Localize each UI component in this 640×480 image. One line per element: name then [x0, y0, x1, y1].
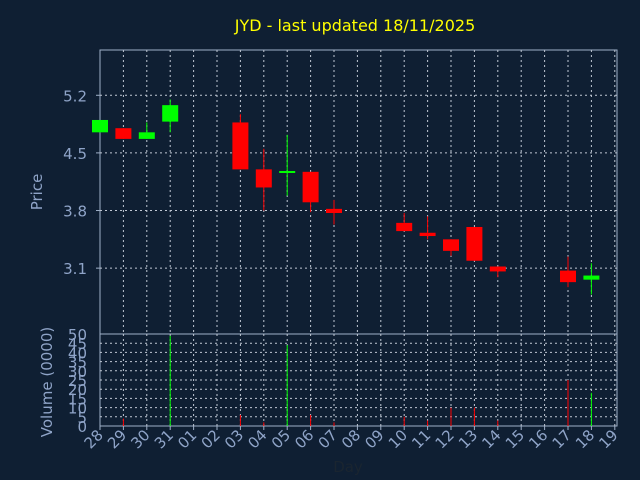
volume-tick-label: 40	[68, 344, 87, 362]
day-tick-label: 15	[502, 426, 528, 452]
price-tick-label: 3.8	[63, 203, 87, 221]
candle-28	[92, 119, 108, 133]
day-tick-label: 11	[408, 426, 434, 452]
price-grid	[100, 50, 617, 334]
candle-body	[138, 132, 155, 139]
candlestick-series	[92, 99, 600, 295]
candle-body	[560, 270, 576, 283]
day-tick-label: 07	[315, 426, 341, 452]
candle-body	[326, 208, 342, 213]
candle-07	[326, 199, 342, 225]
candle-body	[489, 266, 506, 272]
candle-03	[232, 114, 249, 170]
volume-tick-label: 5	[77, 409, 87, 427]
day-tick-label: 17	[549, 426, 575, 452]
candle-13	[466, 226, 483, 261]
candle-body	[396, 222, 413, 232]
price-tick-label: 3.1	[63, 260, 87, 278]
candle-30	[138, 122, 155, 139]
volume-series	[122, 335, 592, 426]
volume-tick-label: 15	[68, 390, 87, 408]
day-tick-label: 18	[572, 426, 598, 452]
day-tick-label: 06	[291, 426, 317, 452]
candle-body	[302, 171, 319, 203]
day-tick-label: 31	[151, 426, 177, 452]
candle-body	[279, 171, 296, 174]
day-tick-label: 02	[198, 426, 224, 452]
day-tick-label: 10	[385, 426, 411, 452]
day-tick-label: 08	[338, 426, 364, 452]
day-tick-label: 29	[104, 426, 130, 452]
day-tick-label: 30	[127, 426, 153, 452]
day-tick-label: 14	[478, 426, 504, 452]
volume-tick-label: 25	[68, 372, 87, 390]
price-tick-label: 4.5	[63, 145, 87, 163]
price-axis-ticks: 5.2 4.5 3.8 3.1	[63, 87, 100, 278]
day-tick-label: 12	[432, 426, 458, 452]
chart-title: JYD - last updated 18/11/2025	[234, 16, 476, 35]
day-tick-label: 13	[455, 426, 481, 452]
candle-body	[419, 232, 436, 237]
candle-14	[489, 266, 506, 278]
volume-tick-label: 45	[68, 335, 87, 353]
candle-17	[560, 256, 576, 288]
candle-body	[115, 128, 132, 139]
volume-panel-frame	[99, 333, 618, 427]
candle-18	[583, 263, 600, 295]
volume-tick-label: 50	[68, 326, 87, 344]
candle-10	[396, 212, 413, 232]
day-tick-label: 03	[221, 426, 247, 452]
candle-body	[466, 226, 483, 261]
day-tick-label: 19	[595, 426, 621, 452]
volume-tick-label: 10	[68, 400, 87, 418]
volume-tick-label: 0	[77, 418, 87, 436]
volume-tick-label: 30	[68, 363, 87, 381]
candle-06	[302, 171, 319, 213]
candle-body	[232, 122, 249, 170]
candle-body	[443, 239, 459, 251]
candle-body	[255, 169, 272, 188]
candle-body	[92, 119, 108, 133]
candle-11	[419, 216, 436, 240]
candle-body	[162, 105, 179, 122]
candle-29	[115, 128, 132, 139]
volume-tick-label: 20	[68, 381, 87, 399]
day-tick-label: 09	[361, 426, 387, 452]
day-tick-label: 04	[244, 426, 270, 452]
candle-05	[279, 134, 296, 196]
day-tick-label: 16	[525, 426, 551, 452]
day-axis-label: Day	[333, 458, 363, 476]
candle-04	[255, 148, 272, 211]
candle-12	[443, 239, 459, 256]
price-tick-label: 5.2	[63, 87, 87, 105]
day-axis-ticks: 2829303101020304050607080910111213141516…	[81, 426, 622, 452]
volume-axis-label: Volume (0000)	[38, 327, 56, 437]
price-axis-label: Price	[28, 174, 46, 211]
price-panel-frame	[99, 49, 618, 335]
day-tick-label: 05	[268, 426, 294, 452]
day-tick-label: 01	[174, 426, 200, 452]
candle-body	[583, 275, 600, 280]
candle-31	[162, 99, 179, 133]
volume-tick-label: 35	[68, 354, 87, 372]
volume-grid	[100, 334, 617, 426]
